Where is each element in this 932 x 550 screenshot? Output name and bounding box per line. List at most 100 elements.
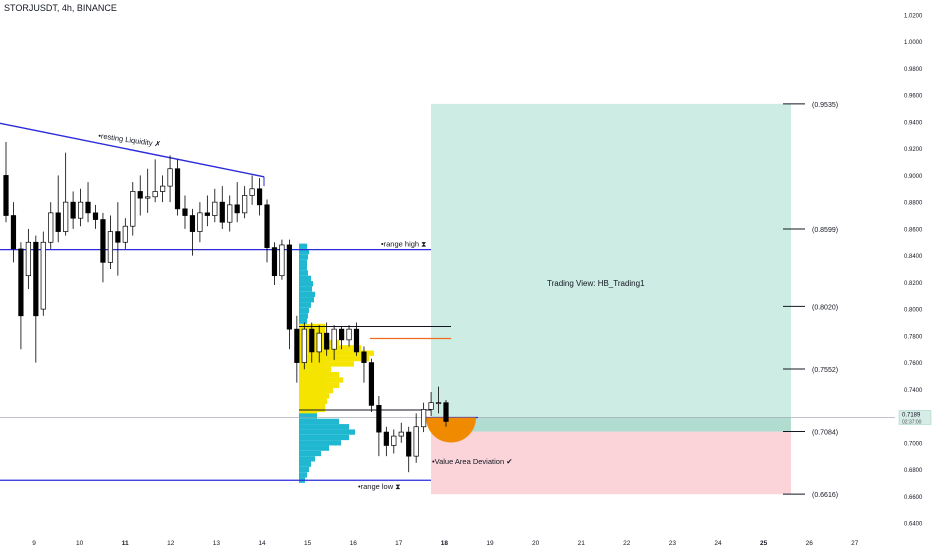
price-countdown-label: 02:37:00 [902,420,922,426]
candle [443,400,449,427]
y-tick-label: 0.7000 [904,441,923,447]
candle [353,322,360,356]
candle-body [92,212,99,220]
volume-profile-bar [299,307,309,314]
volume-profile-bar [299,313,308,319]
x-tick-label: 22 [623,540,631,547]
candle [428,391,434,417]
candle-body [197,212,203,232]
candle-body [368,362,375,406]
candle [33,235,39,363]
y-tick-label: 0.9400 [904,120,923,126]
candle-body [219,201,225,223]
candle-body [376,405,382,433]
y-tick-label: 0.8200 [904,281,923,287]
position-label: Trading View: HB_Trading1 [547,279,645,288]
candle [130,182,136,236]
candle [189,208,196,256]
candle-body [294,328,300,363]
volume-profile-bar [299,270,308,276]
candle [167,155,173,203]
candle-body [48,212,54,243]
candle-body [242,195,248,214]
volume-profile-bar [299,413,317,419]
candle [398,422,404,443]
candle-body [234,204,240,214]
candle [182,195,188,229]
candle-body [130,191,136,227]
candle [145,168,151,213]
x-tick-label: 17 [395,540,403,547]
candle-body [406,431,412,457]
x-tick-label: 27 [851,540,859,547]
volume-profile-bar [299,434,349,441]
x-tick-label: 18 [441,540,449,547]
x-tick-label: 14 [258,540,266,547]
x-tick-label: 23 [669,540,677,547]
candle [271,242,278,286]
candle-body [443,402,449,422]
candle-body [10,215,17,250]
x-tick-label: 26 [806,540,814,547]
resting-liquidity-trendline [0,122,265,178]
candle-body [309,328,315,353]
candle-body [25,241,31,277]
volume-profile-bar [299,281,313,287]
candle-body [331,328,337,350]
volume-profile-bar [299,264,307,271]
candle-body [227,204,233,223]
candle-body [40,241,46,310]
stop-zone [431,431,791,495]
candle-body [279,244,285,277]
candle [413,413,419,463]
candle-body [361,351,367,363]
y-tick-label: 0.8400 [904,254,923,260]
candle [376,396,382,457]
candle [197,202,203,243]
volume-profile-bar [299,456,315,462]
candle-body [189,215,196,232]
volume-profile-bar [299,461,311,467]
x-tick-label: 15 [304,540,312,547]
candle-body [204,212,210,216]
volume-profile-bar [299,259,307,265]
candle-body [70,201,76,219]
x-tick-label: 16 [350,540,358,547]
candle-body [174,168,181,210]
candle-body [249,188,255,196]
volume-profile-bar [299,286,312,292]
candle-body [100,219,106,263]
x-tick-label: 11 [122,540,129,547]
candle [100,212,106,283]
current-price-label: 0.7189 [902,413,921,419]
candle [406,426,412,473]
y-tick-label: 0.8800 [904,201,923,207]
candle [256,178,263,216]
y-tick-label: 0.9600 [904,94,923,100]
candle [383,426,389,457]
y-tick-label: 0.6800 [904,468,923,474]
volume-profile-bar [299,302,311,308]
candle-body [18,248,24,317]
volume-profile-bar [299,297,314,303]
x-tick-label: 21 [578,540,586,547]
range-low-label: •range low ⧗ [358,482,401,491]
volume-profile-bar [299,445,329,451]
volume-profile-bar [299,466,309,473]
candle-body [182,208,188,216]
y-tick-label: 0.7600 [904,361,923,367]
candle-body [264,204,270,248]
candle [249,175,255,205]
candle [234,182,240,223]
candle-body [122,225,128,243]
candle [137,175,143,216]
candle [115,202,121,276]
candle-body [33,241,39,317]
volume-profile-bar [299,350,374,356]
candle-body [398,431,404,437]
position-level-label: (0.6616) [812,492,838,499]
candle [286,239,292,350]
candle [10,202,17,263]
candle [316,325,322,363]
